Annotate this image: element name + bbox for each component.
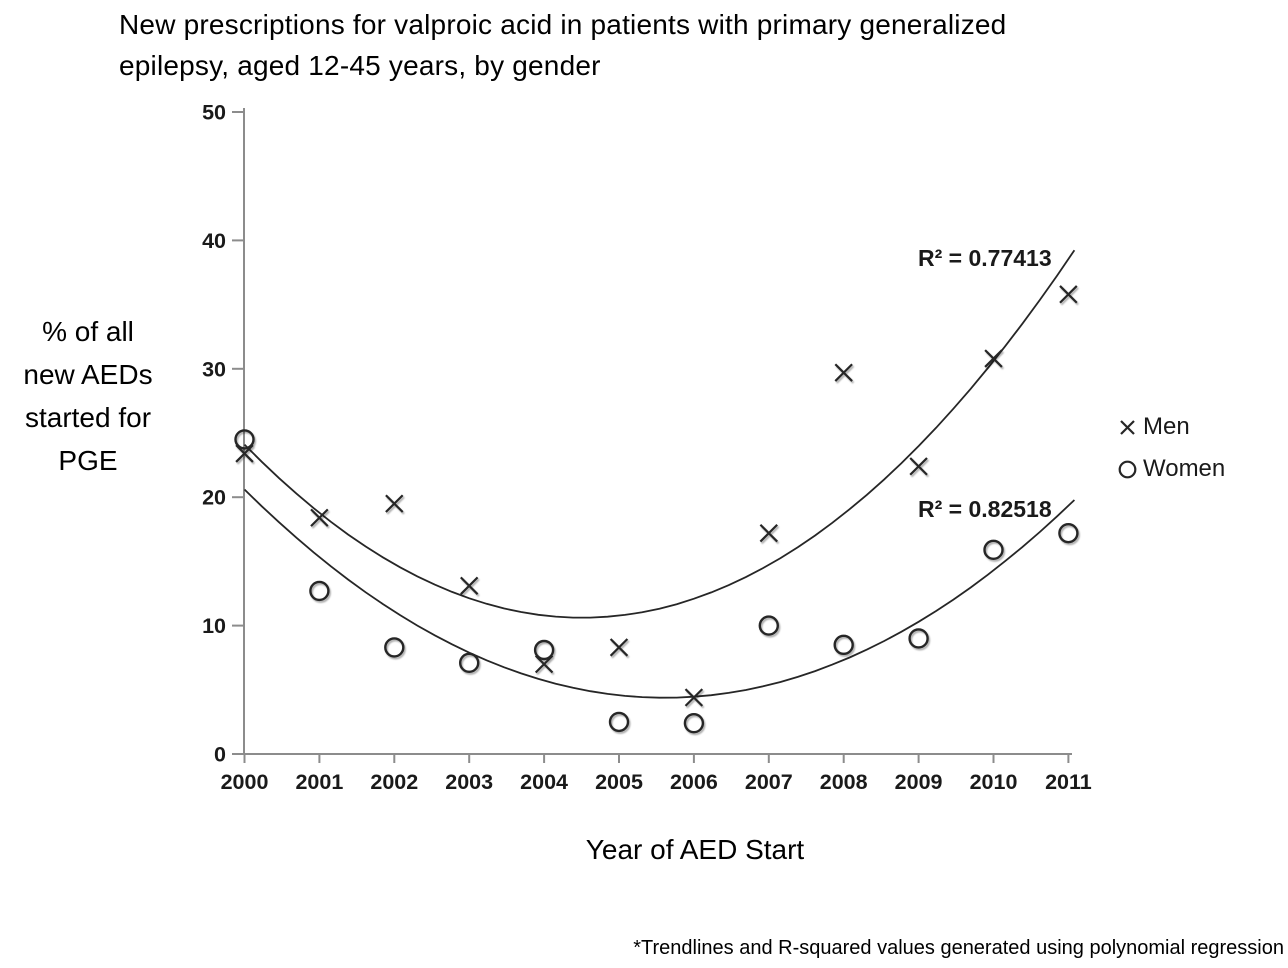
legend-item-men: Men: [1115, 410, 1285, 444]
men-data-point: [834, 363, 853, 382]
axes-layer: 0 10 20 30 40 50 2000 2001 2002 2003 2004 2005 2006 2…: [202, 101, 1092, 795]
men-data-point: [609, 638, 629, 657]
y-axis-title-line: % of all: [42, 316, 134, 347]
r2-annotation-women: R² = 0.82518: [918, 496, 1052, 522]
women-data-point: [234, 429, 255, 450]
women-data-point: [533, 639, 555, 661]
women-data-point: [833, 634, 854, 656]
x-tick-label: 2001: [295, 770, 343, 794]
y-tick-label: 10: [202, 614, 226, 638]
y-tick-label: 0: [214, 743, 226, 767]
r2-annotation-men: R² = 0.77413: [918, 245, 1052, 271]
y-tick-label: 20: [202, 486, 226, 510]
x-tick-label: 2011: [1045, 770, 1092, 794]
x-tick-label: 2008: [820, 770, 868, 794]
x-tick-label: 2009: [895, 770, 943, 794]
x-marker-icon: [1120, 420, 1135, 435]
y-axis-title-line: PGE: [58, 445, 118, 476]
x-tick-label: 2006: [670, 770, 718, 794]
women-data-point: [608, 711, 630, 733]
legend-item-women: Women: [1115, 452, 1285, 486]
women-data-point: [384, 637, 405, 658]
women-trendline: [243, 488, 1076, 699]
legend-label-men: Men: [1143, 413, 1190, 440]
women-data-point: [683, 712, 705, 734]
chart-title-line2: epilepsy, aged 12-45 years, by gender: [119, 50, 601, 81]
women-data-point: [758, 615, 779, 636]
men-data-point: [385, 494, 404, 513]
y-tick-label: 30: [202, 357, 226, 381]
footnote: *Trendlines and R-squared values generat…: [633, 937, 1284, 959]
women-data-point: [983, 539, 1004, 561]
x-tick-label: 2005: [595, 770, 643, 794]
x-tick-label: 2007: [745, 770, 793, 794]
women-data-point: [1058, 522, 1079, 544]
women-data-point: [459, 652, 480, 674]
men-data-point: [460, 576, 479, 595]
x-tick-label: 2000: [221, 770, 269, 794]
markers-layer: [234, 285, 1079, 734]
women-data-point: [908, 628, 929, 649]
y-axis-title-line: new AEDs: [23, 359, 153, 390]
circle-marker-icon: [1118, 460, 1137, 479]
y-axis-title-line: started for: [24, 402, 152, 433]
y-axis-title: % of all new AEDs started for PGE: [0, 310, 176, 482]
trendlines-layer: [243, 249, 1076, 699]
chart-title-line1: New prescriptions for valproic acid in p…: [119, 9, 1007, 40]
x-axis-title: Year of AED Start: [585, 834, 805, 865]
chart-title: New prescriptions for valproic acid in p…: [119, 4, 1219, 86]
x-tick-label: 2003: [445, 770, 493, 794]
women-data-point: [309, 580, 330, 602]
men-data-point: [684, 688, 704, 707]
x-tick-label: 2010: [970, 770, 1018, 794]
x-tick-label: 2002: [370, 770, 418, 794]
men-data-point: [310, 508, 329, 527]
men-data-point: [909, 457, 928, 476]
legend-label-women: Women: [1143, 455, 1226, 482]
legend: Men Women: [1115, 410, 1285, 494]
men-data-point: [984, 349, 1003, 368]
men-data-point: [1059, 285, 1078, 304]
x-tick-label: 2004: [520, 770, 568, 794]
y-tick-label: 40: [202, 229, 226, 253]
y-tick-label: 50: [202, 101, 226, 125]
men-trendline: [243, 249, 1076, 619]
men-data-point: [759, 523, 778, 543]
